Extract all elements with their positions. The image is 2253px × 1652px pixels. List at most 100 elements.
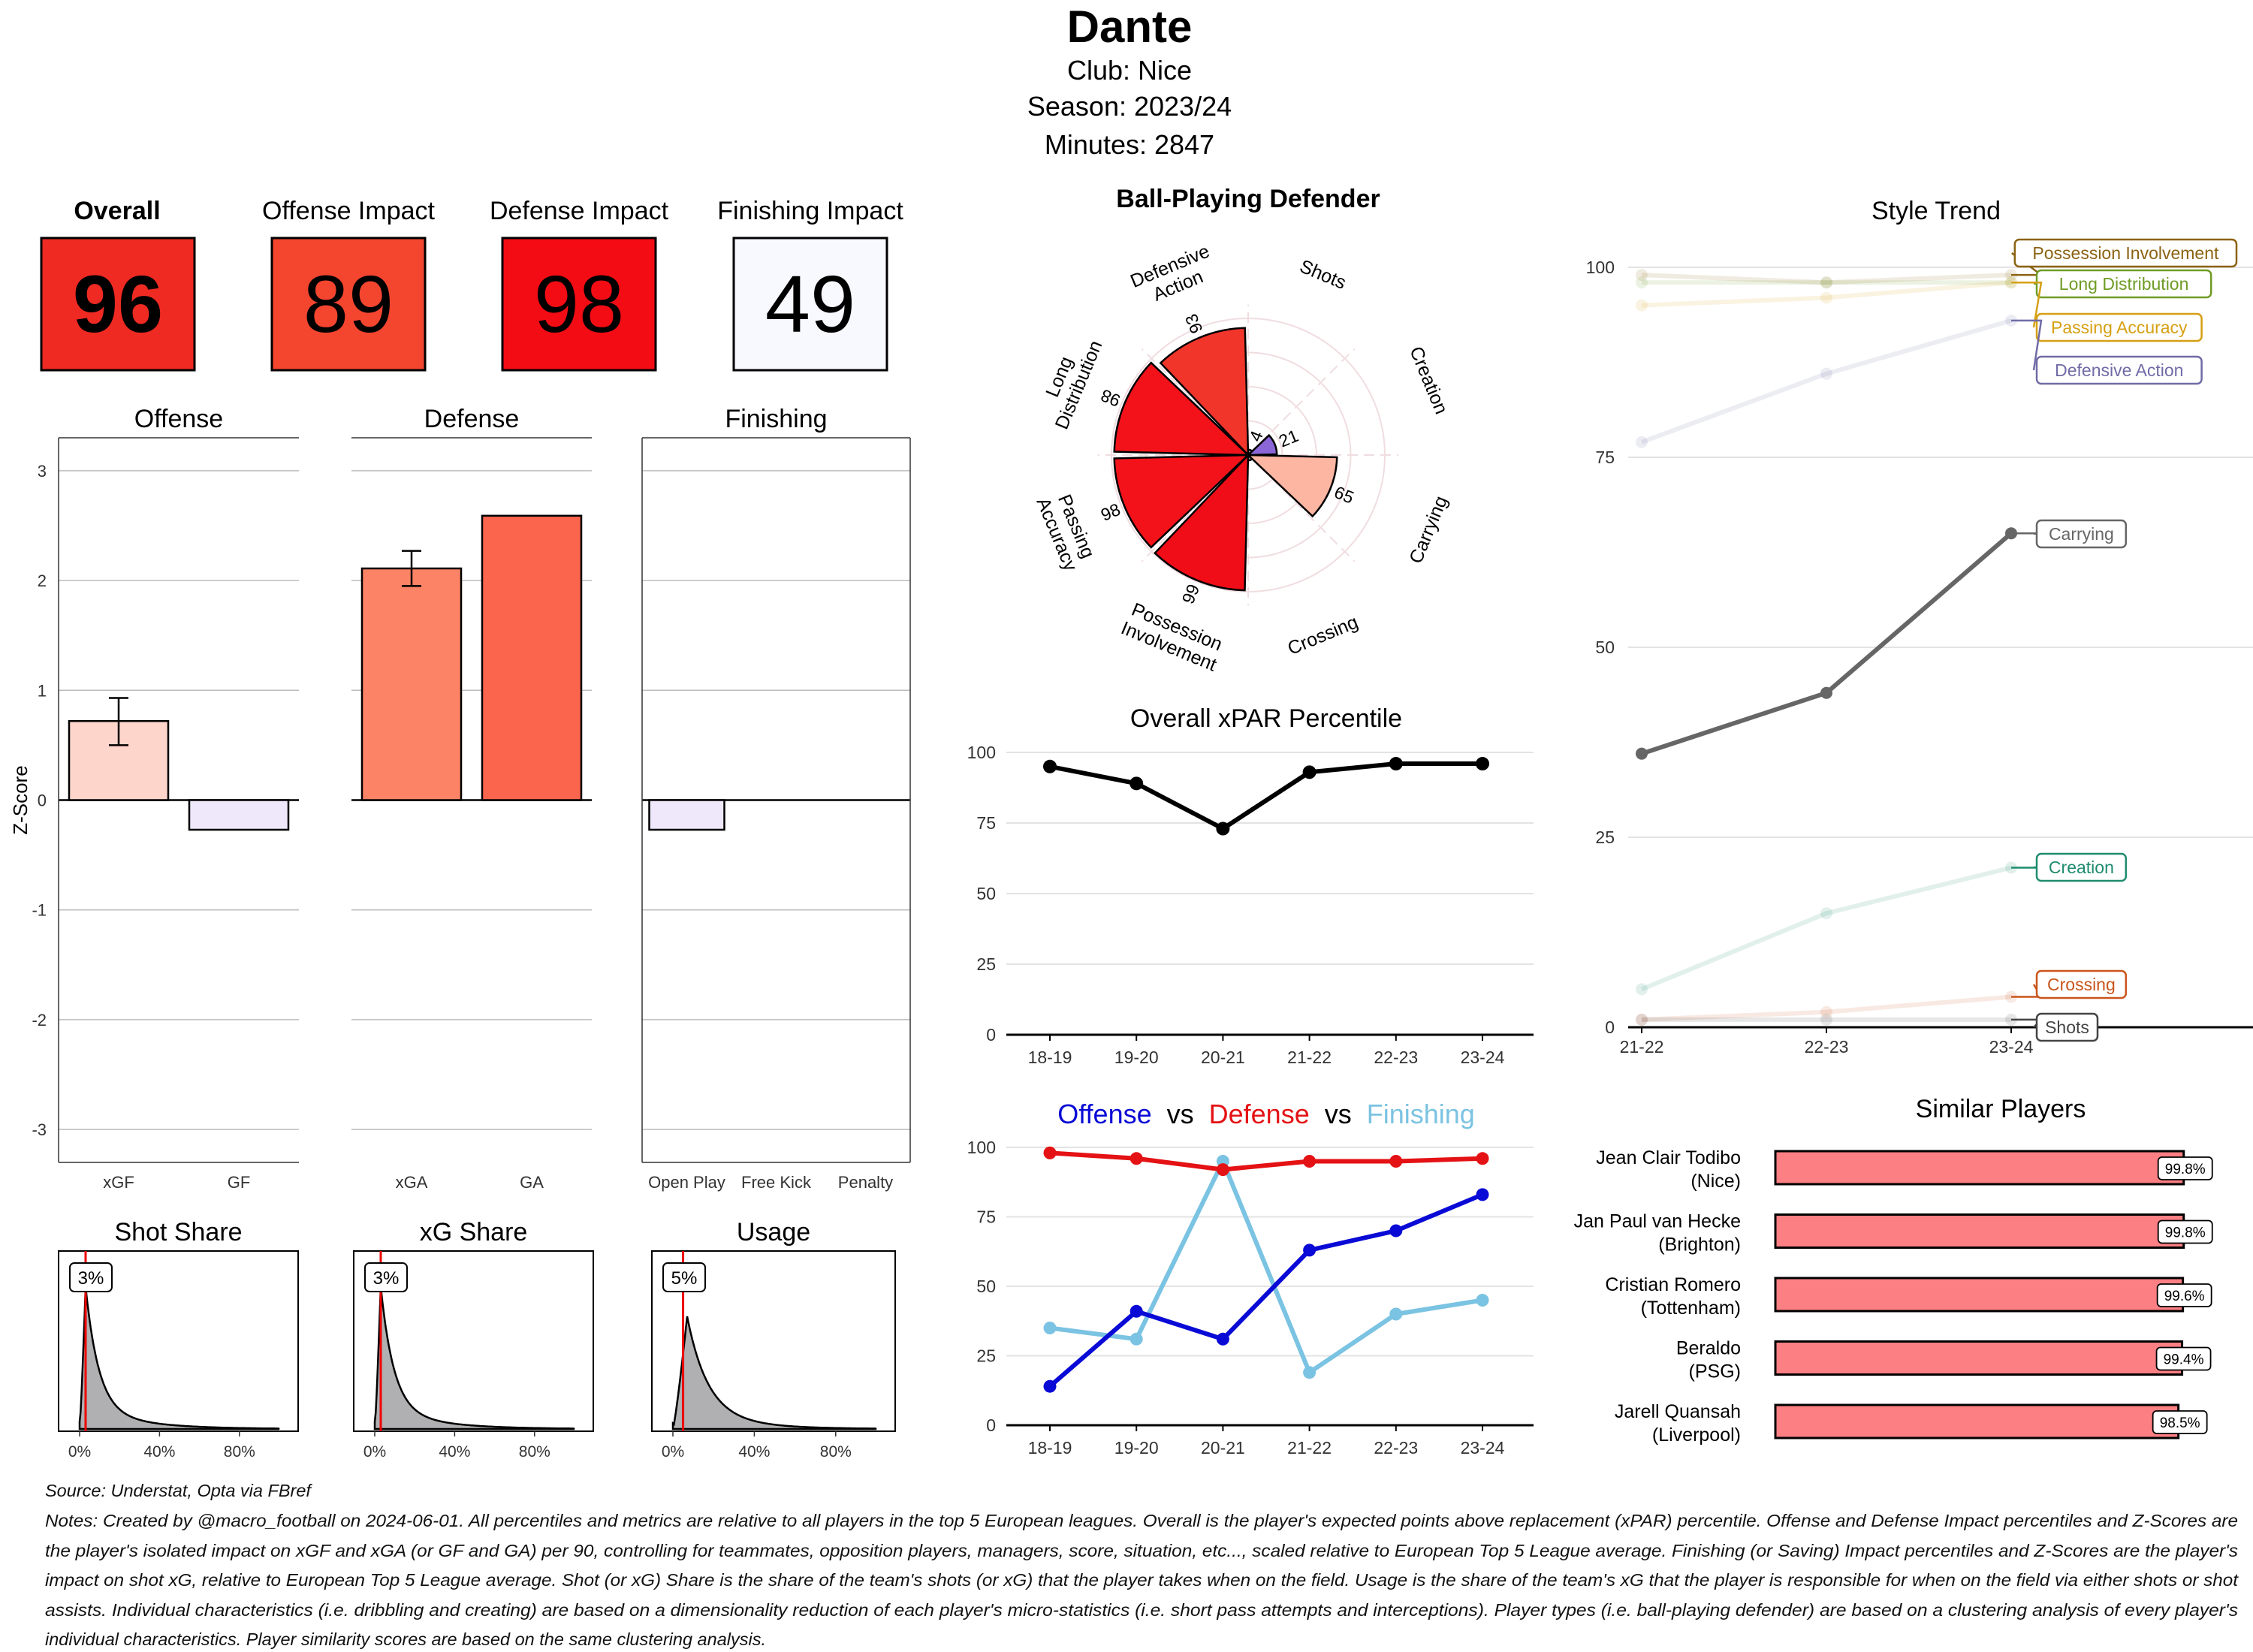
offense-defense-finishing-chart: Offense vs Defense vs Finishing 100 75 50 25… [967, 1099, 1534, 1458]
similarity-label-box [2152, 1410, 2208, 1434]
trend-point [1820, 1005, 1832, 1018]
x-tick-label: 18-19 [1028, 1438, 1072, 1458]
similarity-label-box [2155, 1346, 2212, 1371]
y-tick-label: 100 [1586, 258, 1615, 277]
x-tick-label: 22-23 [1805, 1037, 1849, 1057]
y-tick-label: 2 [38, 571, 47, 590]
radar-slice [1154, 452, 1250, 592]
series-point [1216, 1332, 1229, 1346]
y-tick-label: 75 [976, 1207, 996, 1227]
series-label: Passing Accuracy [2051, 318, 2188, 337]
impact-box-finishing: Finishing Impact 49 [717, 197, 903, 372]
x-tick-label: 22-23 [1374, 1048, 1418, 1067]
trend-line [1641, 994, 2012, 1022]
trend-point [1636, 269, 1648, 282]
chart-title: Offense vs Defense vs Finishing [1057, 1099, 1475, 1129]
y-tick-label: 25 [976, 1346, 996, 1366]
similarity-bar [1774, 1340, 2184, 1376]
series-label-box [2035, 969, 2128, 999]
player-club: (Tottenham) [1641, 1298, 1741, 1319]
value-label: 5% [671, 1268, 698, 1289]
player-club: (Liverpool) [1652, 1424, 1741, 1446]
player-club: (PSG) [1689, 1361, 1741, 1382]
x-tick-label: 23-24 [1461, 1048, 1505, 1067]
xpar-point [1476, 757, 1489, 771]
series-point [1130, 1304, 1143, 1318]
chart-title-part: vs [1152, 1099, 1209, 1129]
chart-title-part: Offense [1057, 1099, 1151, 1129]
trend-point [1820, 1013, 1832, 1026]
minutes-line: Minutes: 2847 [1045, 129, 1214, 160]
y-tick-label: -2 [32, 1011, 47, 1029]
y-tick-label: 25 [1595, 828, 1615, 847]
x-tick-label: 40% [439, 1443, 470, 1461]
series-point [1389, 1307, 1403, 1321]
trend-point [1820, 276, 1832, 289]
impact-box-defense: Defense Impact 98 [490, 197, 669, 372]
value-label-box [364, 1262, 408, 1292]
x-tick-label: 0% [68, 1443, 91, 1461]
slice-value-label: 65 [1332, 482, 1357, 508]
x-tick-label: 21-22 [1620, 1037, 1664, 1057]
xpar-point [1389, 757, 1403, 771]
series-label: Possession Involvement [2032, 243, 2219, 263]
slice-name: DefensiveAction [1127, 240, 1220, 311]
x-tick-label: 19-20 [1114, 1438, 1159, 1458]
similarity-label-box [2156, 1283, 2212, 1307]
club-line: Club: Nice [1067, 55, 1192, 86]
similarity-bar [1774, 1403, 2180, 1439]
slice-name: LongDistribution [1032, 330, 1107, 433]
similarity-label: 98.5% [2160, 1415, 2200, 1431]
trend-point [1820, 686, 1832, 699]
x-tick-label: xGA [396, 1173, 428, 1192]
share-charts: Shot Share 3% 0% 40% 80% xG Share 3% 0% 40% 80% Us… [58, 1218, 896, 1461]
bar [188, 799, 290, 831]
impact-label: Finishing Impact [717, 197, 903, 225]
slice-name: PassingAccuracy [1032, 487, 1100, 574]
player-name: Jean Clair Todibo [1596, 1147, 1741, 1168]
series-point [1476, 1294, 1489, 1307]
label-leader [2011, 319, 2043, 371]
series-point [1303, 1155, 1317, 1168]
panel-title: Offense [134, 405, 223, 433]
similarity-label: 99.8% [2165, 1225, 2206, 1241]
impact-value: 89 [303, 258, 394, 349]
radar-slice [1113, 454, 1251, 549]
impact-box-overall: Overall 96 [40, 197, 196, 372]
y-tick-label: 100 [967, 1138, 996, 1157]
series-point [1303, 1366, 1317, 1379]
impact-box [40, 237, 196, 372]
series-label-box [2035, 519, 2128, 549]
impact-label: Defense Impact [490, 197, 669, 225]
bar [360, 567, 463, 801]
player-name: Jarell Quansah [1615, 1401, 1741, 1422]
player-club: (Nice) [1691, 1171, 1741, 1192]
slice-value-label: 93 [1181, 311, 1207, 336]
chart-title-part: Finishing [1367, 1099, 1475, 1129]
y-tick-label: 3 [38, 462, 47, 481]
x-tick-label: 80% [820, 1443, 852, 1461]
impact-box [270, 237, 427, 372]
x-tick-label: 22-23 [1374, 1438, 1418, 1458]
slice-value-label: 98 [1098, 385, 1123, 411]
xpar-line [1049, 761, 1482, 831]
x-tick-label: GA [520, 1173, 544, 1192]
value-label-box [662, 1262, 706, 1292]
impact-label: Offense Impact [262, 197, 435, 225]
series-label-box [2035, 1012, 2099, 1042]
xpar-point [1302, 765, 1317, 779]
player-club: (Brighton) [1658, 1234, 1741, 1256]
radar-slice [1113, 361, 1251, 457]
density-area [671, 1316, 877, 1430]
series-label: Creation [2049, 858, 2114, 877]
x-tick-label: 40% [143, 1443, 175, 1461]
slice-name: Carrying [1405, 493, 1452, 566]
trend-point [1636, 276, 1648, 289]
x-tick-label: Penalty [838, 1173, 893, 1192]
series-point [1389, 1224, 1403, 1237]
x-tick-label: 23-24 [1989, 1037, 2034, 1057]
impact-box-offense: Offense Impact 89 [262, 197, 436, 372]
trend-point [1820, 276, 1832, 289]
x-tick-label: Free Kick [741, 1173, 812, 1192]
x-tick-label: 20-21 [1201, 1048, 1245, 1067]
